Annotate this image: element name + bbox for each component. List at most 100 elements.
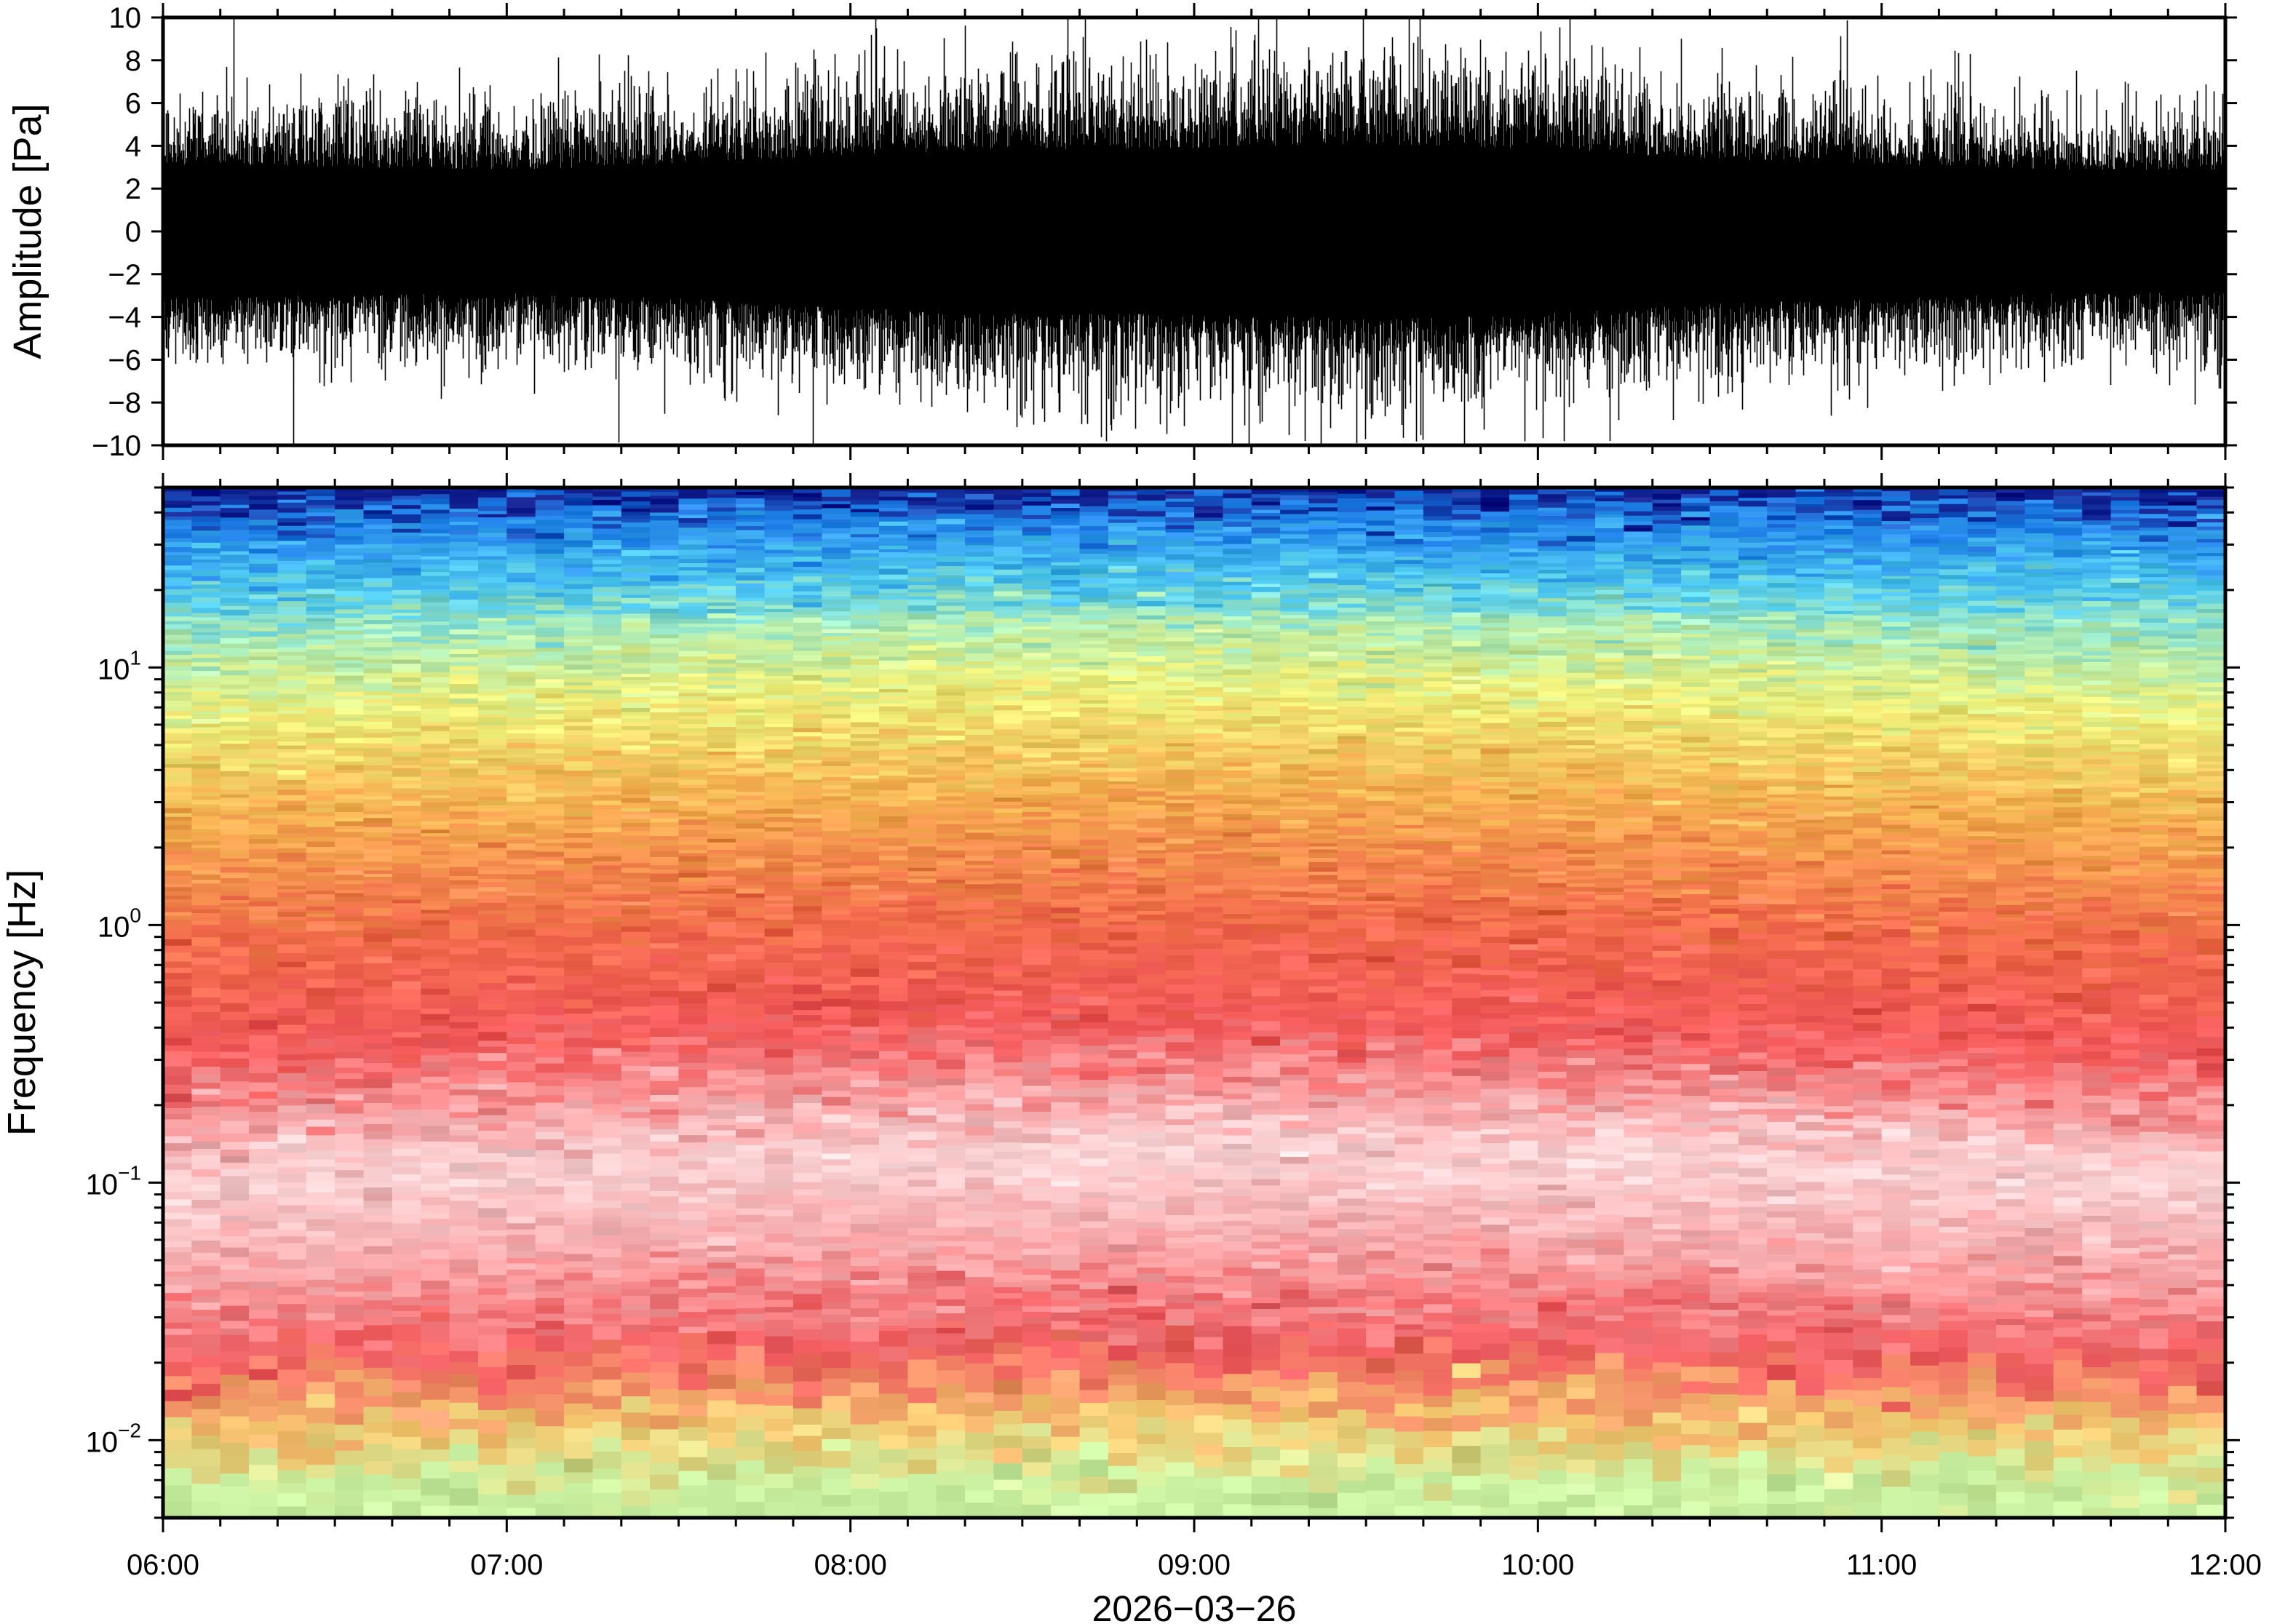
spectrogram-cell xyxy=(792,1293,823,1303)
spectrogram-cell xyxy=(965,1219,995,1227)
spectrogram-cell xyxy=(907,864,937,868)
spectrogram-cell xyxy=(707,684,737,689)
spectrogram-cell xyxy=(650,1114,680,1123)
spectrogram-cell xyxy=(421,1280,450,1289)
spectrogram-cell xyxy=(421,536,450,541)
spectrogram-cell xyxy=(449,642,479,650)
spectrogram-cell xyxy=(621,487,651,492)
spectrogram-cell xyxy=(277,1444,307,1460)
spectrogram-cell xyxy=(478,800,508,805)
spectrogram-cell xyxy=(449,1488,479,1506)
spectrogram-cell xyxy=(707,888,737,894)
spectrogram-cell xyxy=(363,591,393,595)
spectrogram-cell xyxy=(650,954,680,964)
spectrogram-cell xyxy=(478,717,508,723)
spectrogram-cell xyxy=(907,1195,937,1203)
spectrogram-cell xyxy=(822,1294,851,1302)
spectrogram-cell xyxy=(822,852,851,858)
spectrogram-cell xyxy=(736,951,766,960)
spectrogram-cell xyxy=(163,1219,193,1227)
spectrogram-cell xyxy=(306,786,335,791)
spectrogram-cell xyxy=(621,1203,651,1211)
spectrogram-cell xyxy=(449,683,479,690)
spectrogram-cell xyxy=(678,1507,708,1518)
spectrogram-cell xyxy=(564,905,594,909)
spectrogram-cell xyxy=(650,703,680,709)
spectrogram-cell xyxy=(535,856,565,861)
spectrogram-cell xyxy=(535,1451,565,1462)
spectrogram-cell xyxy=(191,1190,221,1200)
spectrogram-cell xyxy=(764,519,794,525)
spectrogram-cell xyxy=(907,786,937,792)
spectrogram-cell xyxy=(792,561,823,568)
spectrogram-cell xyxy=(822,795,851,801)
spectrogram-cell xyxy=(249,1172,279,1179)
spectrogram-cell xyxy=(907,1294,937,1303)
spectrogram-cell xyxy=(506,1480,536,1495)
spectrogram-cell xyxy=(621,568,651,573)
spectrogram-cell xyxy=(707,1505,737,1518)
spectrogram-cell xyxy=(220,629,250,634)
spectrogram-cell xyxy=(506,1408,536,1422)
spectrogram-cell xyxy=(506,805,536,811)
spectrogram-cell xyxy=(277,626,307,631)
spectrogram-cell xyxy=(907,795,937,800)
spectrogram-cell xyxy=(907,540,937,546)
spectrogram-cell xyxy=(707,722,737,728)
spectrogram-cell xyxy=(306,1038,335,1047)
spectrogram-cell xyxy=(678,707,708,713)
spectrogram-cell xyxy=(936,723,966,728)
spectrogram-cell xyxy=(478,624,508,628)
spectrogram-cell xyxy=(850,667,880,672)
spectrogram-cell xyxy=(535,800,565,804)
spectrogram-cell xyxy=(449,776,479,783)
spectrogram-cell xyxy=(449,760,479,764)
spectrogram-cell xyxy=(907,827,937,833)
spectrogram-cell xyxy=(506,595,536,600)
spectrogram-cell xyxy=(449,609,479,614)
spectrogram-cell xyxy=(421,509,450,514)
spectrogram-cell xyxy=(879,869,909,872)
spectrogram-cell xyxy=(249,1154,279,1164)
spectrogram-cell xyxy=(449,768,479,773)
spectrogram-cell xyxy=(535,499,565,506)
spectrogram-cell xyxy=(965,1353,995,1364)
spectrogram-cell xyxy=(335,1424,365,1441)
spectrogram-cell xyxy=(535,869,565,877)
spectrogram-cell xyxy=(392,1449,422,1464)
spectrogram-cell xyxy=(306,1503,335,1518)
spectrogram-cell xyxy=(621,757,651,764)
spectrogram-cell xyxy=(678,1190,708,1198)
spectrogram-cell xyxy=(277,994,307,1002)
spectrogram-cell xyxy=(249,896,279,902)
spectrogram-cell xyxy=(650,1088,680,1095)
spectrogram-cell xyxy=(249,739,279,744)
spectrogram-cell xyxy=(707,503,737,508)
spectrogram-cell xyxy=(564,1414,594,1428)
spectrogram-cell xyxy=(535,893,565,898)
spectrogram-cell xyxy=(306,515,335,522)
spectrogram-cell xyxy=(363,941,393,950)
spectrogram-cell xyxy=(392,1275,422,1283)
spectrogram-cell xyxy=(163,803,193,808)
spectrogram-cell xyxy=(249,1273,279,1282)
spectrogram-cell xyxy=(707,1187,737,1195)
spectrogram-cell xyxy=(678,1272,708,1281)
spectrogram-cell xyxy=(478,517,508,522)
spectrogram-cell xyxy=(335,555,365,560)
spectrogram-cell xyxy=(506,1334,536,1349)
spectrogram-cell xyxy=(306,1180,335,1187)
spectrogram-cell xyxy=(822,739,851,742)
spectrogram-cell xyxy=(907,549,937,554)
spectrogram-cell xyxy=(449,648,479,654)
spectrogram-cell xyxy=(592,586,622,593)
spectrogram-cell xyxy=(822,1129,851,1138)
spectrogram-cell xyxy=(506,562,536,569)
spectrogram-cell xyxy=(936,857,966,861)
spectrogram-cell xyxy=(478,878,508,883)
spectrogram-cell xyxy=(249,636,279,642)
spectrogram-cell xyxy=(277,905,307,909)
waveform-y-tick-label: −8 xyxy=(108,387,141,419)
spectrogram-cell xyxy=(449,698,479,704)
